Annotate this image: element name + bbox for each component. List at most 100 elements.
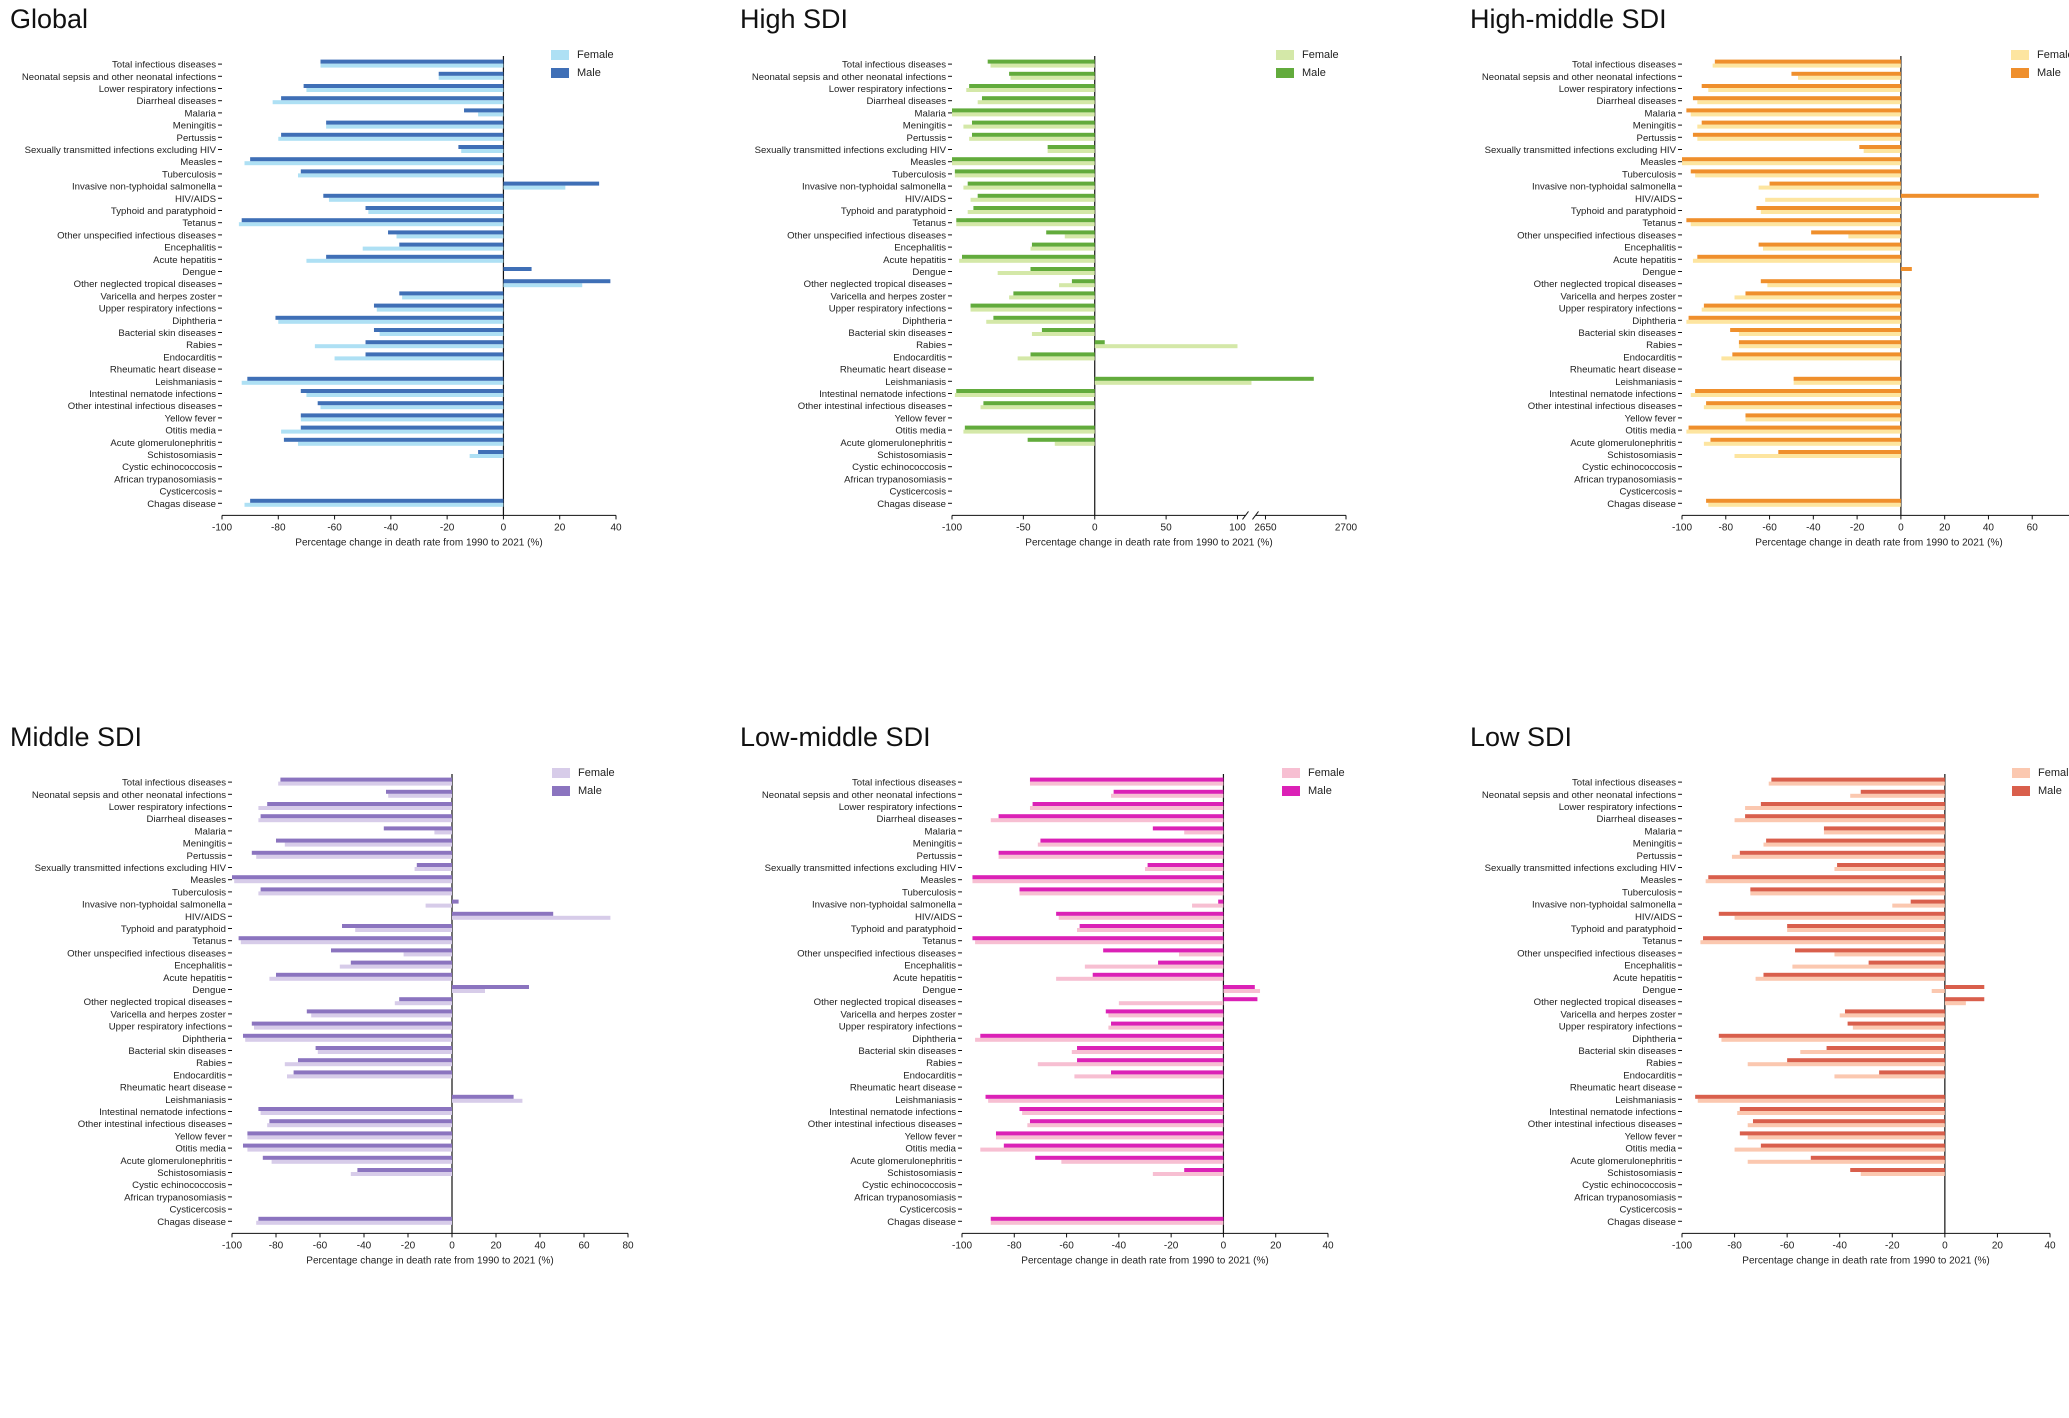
bar-female — [334, 356, 504, 361]
x-tick-label: 0 — [1221, 1240, 1227, 1251]
bar-female — [306, 258, 504, 263]
bar-female — [306, 393, 504, 397]
bar-male — [1019, 1107, 1224, 1111]
category-label: Chagas disease — [877, 499, 946, 510]
category-label: Rabies — [1646, 1058, 1676, 1069]
bar-female — [1755, 976, 1945, 981]
x-tick-label: -100 — [942, 522, 962, 533]
category-label: Tetanus — [192, 936, 226, 947]
bar-male — [464, 108, 504, 113]
category-label: Tuberculosis — [892, 169, 946, 180]
bar-female — [970, 197, 1095, 202]
legend-label-male: Male — [2037, 67, 2061, 79]
category-label: Meningitis — [903, 121, 946, 132]
bar-female — [1863, 149, 1901, 153]
bar-male — [980, 1033, 1224, 1038]
bar-female — [238, 222, 504, 227]
category-label: HIV/AIDS — [905, 194, 946, 205]
bar-female — [1734, 295, 1901, 300]
category-label: Cystic echinococcosis — [1582, 462, 1676, 473]
bar-male — [952, 157, 1095, 162]
chart-title: Low-middle SDI — [740, 722, 931, 752]
bar-male — [1745, 291, 1901, 296]
category-label: Typhoid and paratyphoid — [111, 206, 216, 217]
bar-male — [952, 108, 1095, 113]
category-label: Rheumatic heart disease — [840, 365, 946, 376]
category-label: African trypanosomiasis — [124, 1192, 226, 1203]
category-label: Acute glomerulonephritis — [850, 1156, 956, 1167]
bar-male — [1706, 498, 1901, 503]
category-label: Invasive non-typhoidal salmonella — [72, 182, 217, 193]
bar-female — [1834, 1074, 1945, 1079]
category-label: Bacterial skin diseases — [1578, 1046, 1676, 1057]
bar-female — [1944, 1001, 1966, 1006]
category-label: Lower respiratory infections — [99, 84, 217, 95]
category-label: Measles — [1640, 157, 1676, 168]
bar-female — [1700, 940, 1945, 945]
category-label: Neonatal sepsis and other neonatal infec… — [762, 790, 956, 801]
category-label: Other unspecified infectious diseases — [67, 948, 226, 959]
category-label: Acute glomerulonephritis — [110, 438, 216, 449]
category-label: Measles — [1640, 875, 1676, 886]
bar-male — [452, 985, 529, 989]
category-label: Tetanus — [912, 218, 946, 229]
category-label: Malaria — [195, 826, 227, 837]
bar-female — [328, 197, 504, 202]
bar-male — [956, 218, 1095, 223]
category-label: African trypanosomiasis — [854, 1192, 956, 1203]
bar-male — [1795, 948, 1945, 953]
bar-male — [1041, 328, 1095, 332]
x-tick-label: -40 — [384, 522, 399, 533]
category-label: Endocarditis — [903, 1070, 956, 1081]
category-label: Cysticercosis — [1619, 487, 1676, 498]
bar-female — [1029, 806, 1224, 810]
category-label: Dengue — [192, 985, 226, 996]
chart-svg: -100 -80 -60 -40 -20 0 20 40 Percentage change i… — [1482, 774, 2056, 1266]
bar-male — [1029, 777, 1224, 782]
legend-swatch-male — [552, 786, 570, 796]
bar-male — [1046, 230, 1095, 235]
category-label: Typhoid and paratyphoid — [121, 924, 226, 935]
bar-male — [972, 875, 1224, 880]
category-label: Malaria — [1645, 108, 1677, 119]
bar-male — [1714, 59, 1901, 64]
bar-female — [980, 1147, 1224, 1152]
bar-male — [258, 1216, 452, 1221]
bar-male — [276, 972, 452, 977]
bar-female — [1848, 234, 1901, 239]
category-label: Encephalitis — [164, 243, 216, 254]
category-label: Sexually transmitted infections excludin… — [755, 145, 947, 156]
category-label: Tuberculosis — [1622, 887, 1676, 898]
bar-female — [425, 903, 452, 908]
category-label: Encephalitis — [174, 961, 226, 972]
bar-female — [966, 88, 1095, 92]
category-label: Total infectious diseases — [852, 778, 956, 789]
bar-female — [1071, 1050, 1224, 1054]
x-tick-label: -40 — [357, 1240, 372, 1251]
category-label: Upper respiratory infections — [109, 1022, 227, 1033]
bar-male — [977, 193, 1095, 198]
category-label: Varicella and herpes zoster — [840, 1009, 956, 1020]
x-axis-label: Percentage change in death rate from 199… — [295, 537, 542, 548]
bar-male — [243, 1143, 452, 1148]
bar-female — [1108, 1025, 1224, 1030]
bar-female — [1731, 854, 1945, 859]
bar-male — [1003, 1143, 1224, 1148]
bar-female — [1734, 915, 1945, 920]
bar-male — [373, 328, 504, 332]
bar-male — [1047, 145, 1095, 149]
bar-female — [1029, 781, 1224, 786]
bar-female — [1686, 429, 1901, 434]
category-label: Meningitis — [1633, 839, 1676, 850]
category-label: Malaria — [1645, 826, 1677, 837]
category-label: Measles — [920, 875, 956, 886]
bar-male — [1223, 997, 1258, 1002]
bar-female — [1686, 319, 1901, 324]
bar-male — [1688, 425, 1901, 430]
bar-male — [303, 84, 504, 88]
bar-female — [260, 1111, 452, 1115]
bar-male — [956, 389, 1095, 393]
category-label: Total infectious diseases — [1572, 778, 1676, 789]
category-label: Schistosomiasis — [147, 450, 216, 461]
category-label: Endocarditis — [1623, 352, 1676, 363]
